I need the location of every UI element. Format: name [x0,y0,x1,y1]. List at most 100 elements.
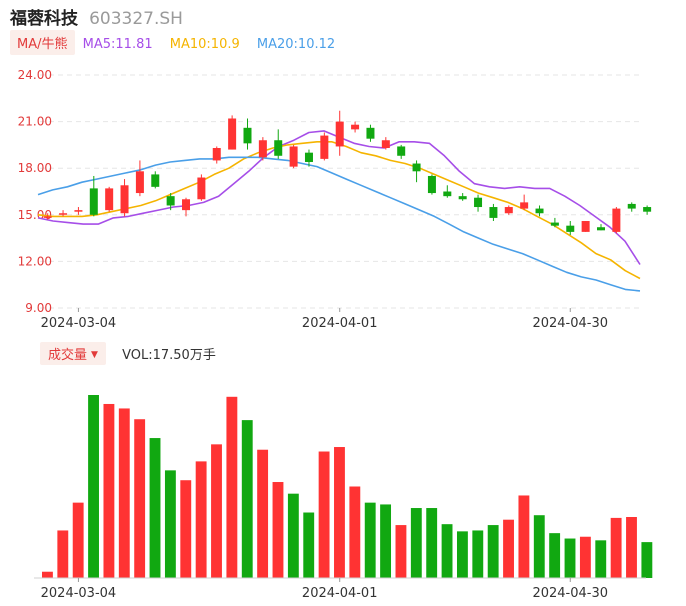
candle-up [212,146,221,164]
volume-bar [164,470,176,578]
stock-name: 福蓉科技 [10,9,78,29]
volume-bar [533,515,545,578]
volume-bar [410,508,422,578]
x-tick-label: 2024-04-30 [532,586,608,601]
volume-bar [610,517,622,578]
volume-bar [195,461,207,578]
volume-bar [257,449,269,578]
y-tick-label: 12.00 [18,254,52,268]
stock-code: 603327.SH [89,9,183,29]
candle-up [74,207,83,215]
volume-bar [226,396,238,578]
volume-bar [549,533,561,578]
volume-bar [518,495,530,578]
volume-bar [595,540,607,578]
y-tick-label: 18.00 [18,161,52,175]
candle-body [212,148,221,161]
candle-body [535,208,544,214]
candle-body [520,202,529,209]
x-tick-label: 2024-03-04 [41,316,117,331]
volume-indicator-selector[interactable]: 成交量 ▼ [40,342,106,365]
candle-body [643,207,652,212]
candle-body [289,146,298,167]
candle-down [643,205,652,215]
candle-body [597,227,606,231]
ma20-legend-item: MA20:10.12 [256,37,336,52]
candle-down [597,224,606,231]
ma-type-selector[interactable]: MA/牛熊 [10,30,75,55]
candle-body [412,163,421,172]
volume-bar [42,571,53,578]
volume-bar [241,420,253,578]
volume-bar [456,531,468,578]
candle-body [627,203,636,209]
candle-down [366,124,375,142]
candle-body [197,177,206,200]
candle-down [304,149,313,167]
volume-bar [180,480,192,578]
candle-body [304,152,313,162]
candle-body [258,140,267,158]
candle-up [335,110,344,156]
candle-down [474,194,483,212]
price-grid [40,74,640,309]
candle-up [504,205,513,215]
volume-bar [318,451,330,578]
candle-body [120,185,129,214]
candle-up [105,186,114,212]
candle-body [228,118,237,150]
volume-bar [441,524,453,578]
candle-up [228,115,237,150]
ma10-legend-item: MA10:10.9 [169,37,240,52]
volume-bar [487,525,499,578]
volume-x-axis: 2024-03-04 2024-04-01 2024-04-30 [34,577,646,601]
volume-bar [57,530,69,578]
volume-bar [579,536,591,578]
candle-body [366,127,375,139]
candle-body [550,222,559,226]
candle-down [458,193,467,201]
candle-body [335,121,344,147]
volume-bar [134,419,146,578]
x-tick-label: 2024-04-01 [302,586,378,601]
candle-body [151,174,160,187]
candle-body [474,197,483,208]
candle-up [351,121,360,133]
volume-bar [641,542,653,578]
candle-body [243,127,252,144]
volume-bar [103,403,115,578]
candle-body [381,140,390,149]
volume-bar [149,438,161,578]
candle-down [89,175,98,217]
candle-down [443,185,452,198]
y-tick-label: 21.00 [18,115,52,129]
candle-up [520,194,529,211]
candle-down [535,205,544,217]
volume-bar [287,493,299,578]
volume-bar [88,395,99,578]
candle-down [151,171,160,189]
volume-indicator-label: 成交量 [48,348,88,363]
ma5-legend-item: MA5:11.81 [82,37,153,52]
volume-bar [272,482,284,578]
price-x-axis: 2024-03-04 2024-04-01 2024-04-30 [41,308,608,331]
candle-up [258,137,267,161]
candle-body [320,135,329,159]
candle-up [59,210,68,217]
candle-up [289,144,298,169]
ma-legend: MA/牛熊 MA5:11.81 MA10:10.9 MA20:10.12 [10,30,348,55]
stock-header: 福蓉科技 603327.SH [10,4,183,29]
candlesticks [43,110,652,235]
candle-up [612,207,621,234]
volume-bars [42,395,653,578]
volume-bar [426,508,438,578]
candle-body [274,140,283,156]
candle-body [504,207,513,214]
candle-body [427,175,436,194]
candle-up [135,160,144,197]
candle-body [74,210,83,212]
candle-body [458,196,467,200]
y-tick-label: 9.00 [25,301,52,315]
